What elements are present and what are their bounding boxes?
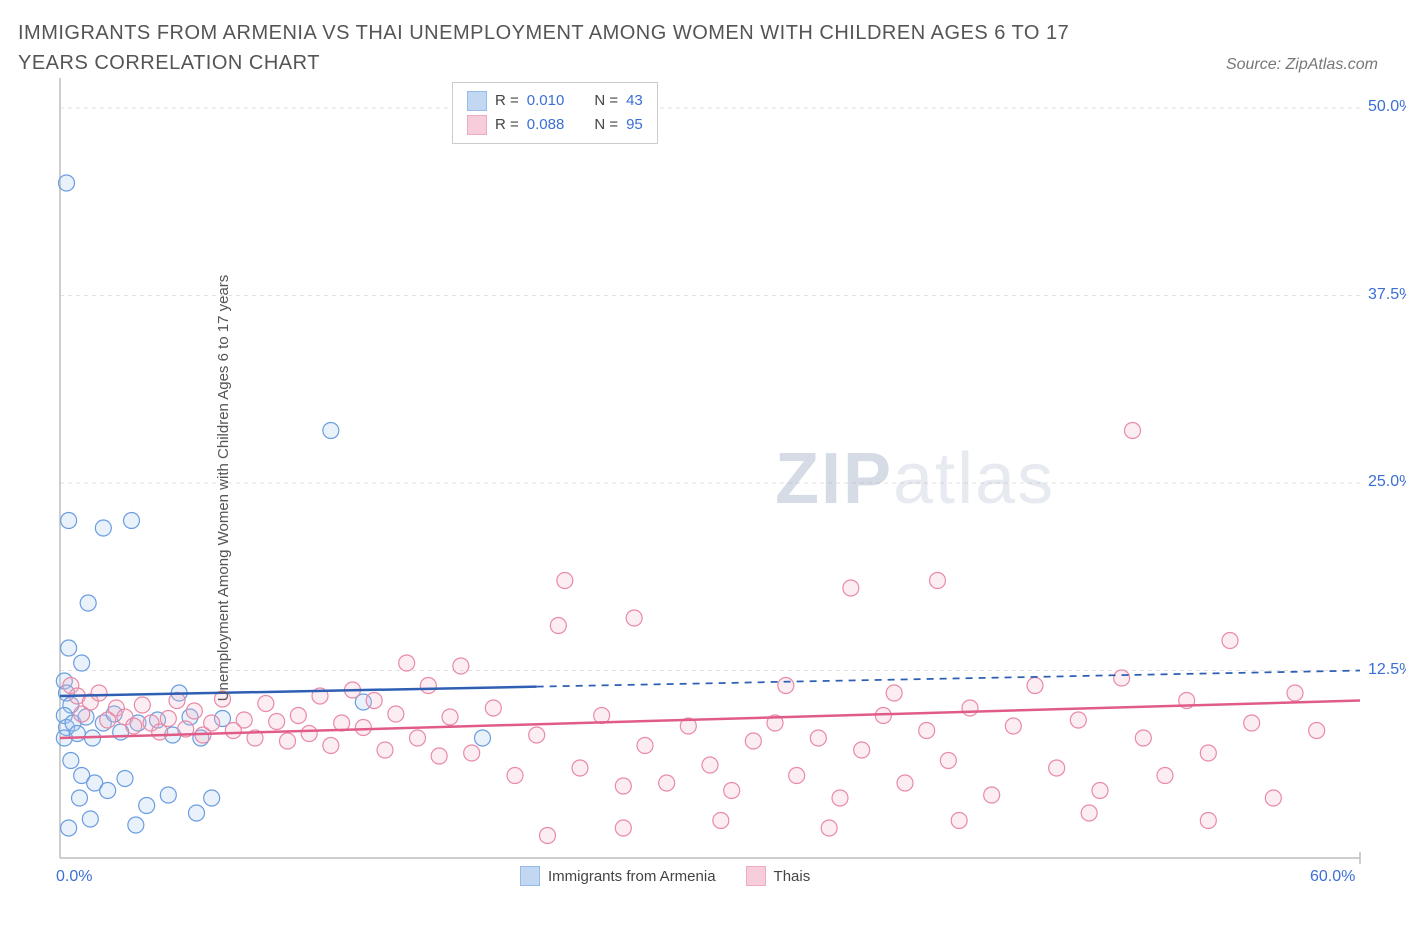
series-label: Thais xyxy=(774,868,811,885)
r-label: R = xyxy=(495,113,519,137)
y-tick-label: 37.5% xyxy=(1368,286,1406,304)
source-label: Source: ZipAtlas.com xyxy=(1226,56,1378,78)
y-axis-label: Unemployment Among Women with Children A… xyxy=(215,275,232,702)
n-value: 43 xyxy=(626,89,643,113)
x-tick-label: 0.0% xyxy=(56,868,92,886)
legend-swatch xyxy=(520,866,540,886)
legend-swatch xyxy=(467,91,487,111)
r-label: R = xyxy=(495,89,519,113)
n-label: N = xyxy=(594,113,618,137)
chart-title: IMMIGRANTS FROM ARMENIA VS THAI UNEMPLOY… xyxy=(18,18,1118,78)
legend-swatch xyxy=(746,866,766,886)
header-row: IMMIGRANTS FROM ARMENIA VS THAI UNEMPLOY… xyxy=(0,0,1406,78)
stats-legend-row: R = 0.088 N = 95 xyxy=(467,113,643,137)
stats-legend-row: R = 0.010 N = 43 xyxy=(467,89,643,113)
n-label: N = xyxy=(594,89,618,113)
y-tick-label: 12.5% xyxy=(1368,661,1406,679)
chart-container: Unemployment Among Women with Children A… xyxy=(0,78,1406,898)
n-value: 95 xyxy=(626,113,643,137)
series-legend-item: Thais xyxy=(746,866,811,886)
x-tick-label: 60.0% xyxy=(1310,868,1355,886)
r-value: 0.088 xyxy=(527,113,565,137)
scatter-chart xyxy=(0,78,1406,898)
legend-swatch xyxy=(467,115,487,135)
series-label: Immigrants from Armenia xyxy=(548,868,716,885)
y-tick-label: 50.0% xyxy=(1368,98,1406,116)
series-legend-item: Immigrants from Armenia xyxy=(520,866,716,886)
stats-legend: R = 0.010 N = 43 R = 0.088 N = 95 xyxy=(452,82,658,144)
y-tick-label: 25.0% xyxy=(1368,473,1406,491)
r-value: 0.010 xyxy=(527,89,565,113)
series-legend: Immigrants from Armenia Thais xyxy=(520,866,810,886)
